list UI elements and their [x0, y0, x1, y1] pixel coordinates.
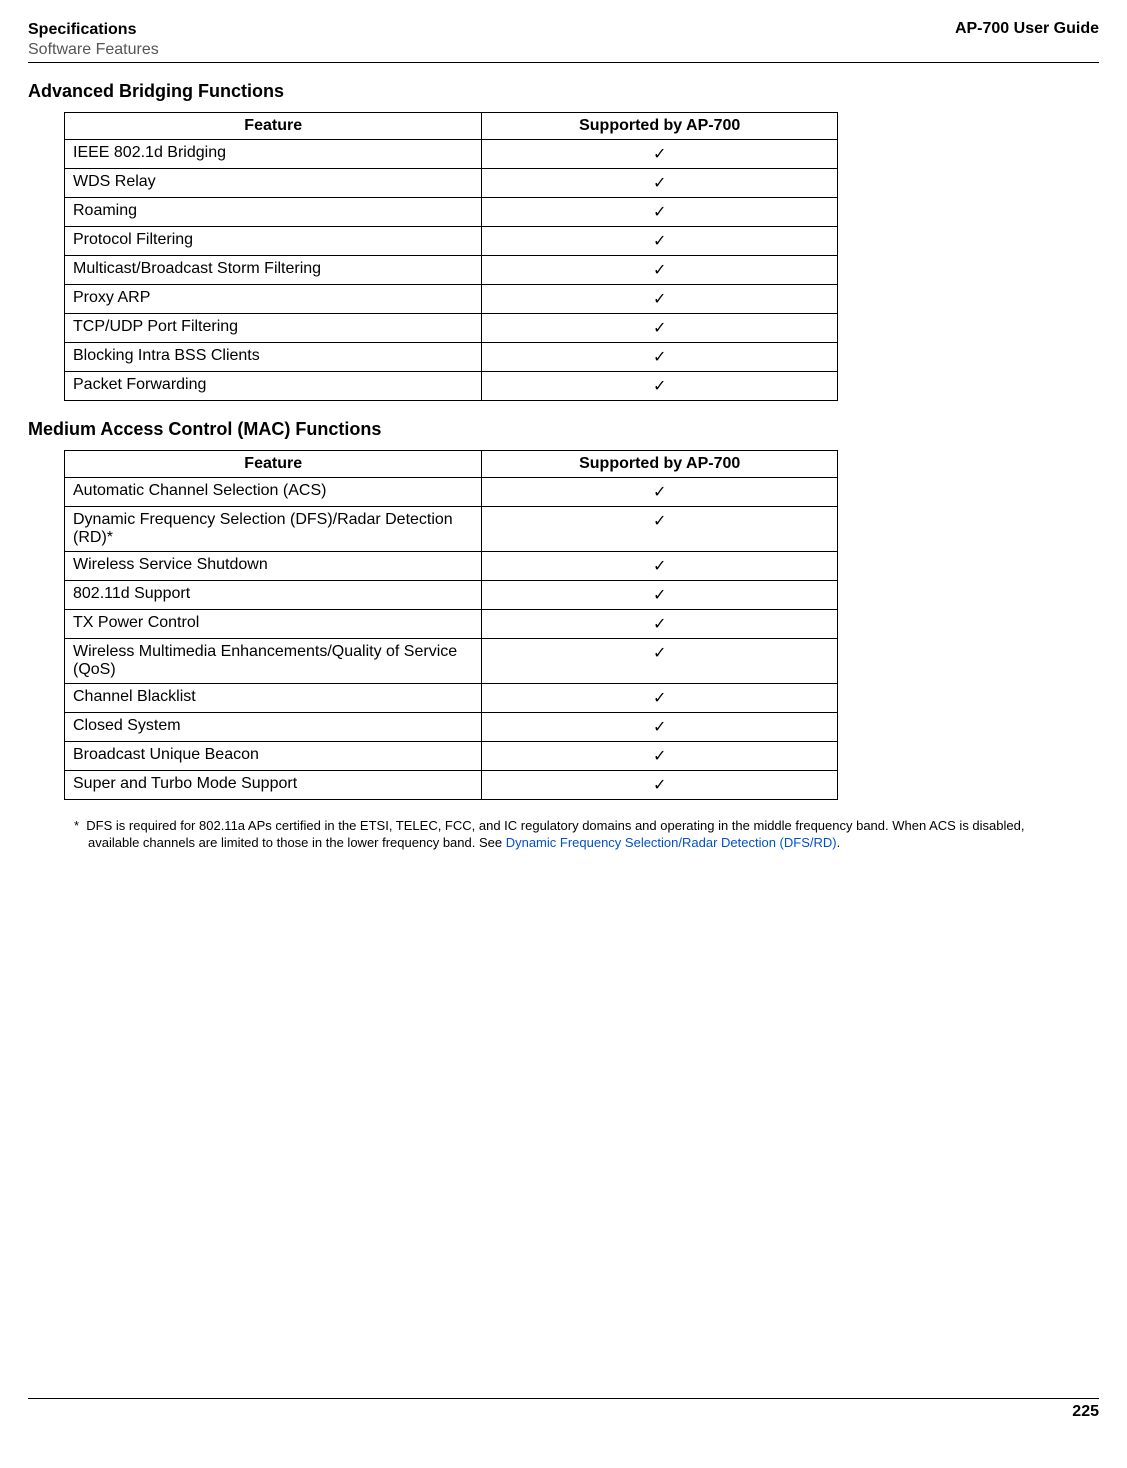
feature-cell: 802.11d Support: [65, 581, 482, 610]
header-title: Specifications: [28, 20, 159, 40]
section-title-bridging: Advanced Bridging Functions: [28, 81, 1099, 102]
feature-cell: Super and Turbo Mode Support: [65, 771, 482, 800]
table-row: WDS Relay✓: [65, 169, 838, 198]
supported-cell: ✓: [482, 140, 838, 169]
feature-cell: Proxy ARP: [65, 285, 482, 314]
footnote-link[interactable]: Dynamic Frequency Selection/Radar Detect…: [506, 835, 837, 850]
table-row: Packet Forwarding✓: [65, 372, 838, 401]
supported-cell: ✓: [482, 169, 838, 198]
table-row: Closed System✓: [65, 713, 838, 742]
supported-cell: ✓: [482, 343, 838, 372]
table-row: Multicast/Broadcast Storm Filtering✓: [65, 256, 838, 285]
page-footer: 225: [28, 1398, 1099, 1421]
feature-cell: TX Power Control: [65, 610, 482, 639]
supported-cell: ✓: [482, 684, 838, 713]
supported-cell: ✓: [482, 478, 838, 507]
section-title-mac: Medium Access Control (MAC) Functions: [28, 419, 1099, 440]
feature-cell: Multicast/Broadcast Storm Filtering: [65, 256, 482, 285]
table-header-supported: Supported by AP-700: [482, 451, 838, 478]
table-row: Channel Blacklist✓: [65, 684, 838, 713]
table-row: Proxy ARP✓: [65, 285, 838, 314]
table-mac: Feature Supported by AP-700 Automatic Ch…: [64, 450, 838, 800]
table-body-mac: Automatic Channel Selection (ACS)✓Dynami…: [65, 478, 838, 800]
table-header-feature: Feature: [65, 451, 482, 478]
footnote-text-after: .: [837, 835, 841, 850]
feature-cell: Automatic Channel Selection (ACS): [65, 478, 482, 507]
feature-cell: IEEE 802.1d Bridging: [65, 140, 482, 169]
page-number: 225: [1072, 1403, 1099, 1420]
supported-cell: ✓: [482, 742, 838, 771]
header-left: Specifications Software Features: [28, 20, 159, 60]
page-header: Specifications Software Features AP-700 …: [28, 20, 1099, 63]
table-row: Super and Turbo Mode Support✓: [65, 771, 838, 800]
supported-cell: ✓: [482, 639, 838, 684]
table-row: Dynamic Frequency Selection (DFS)/Radar …: [65, 507, 838, 552]
table-row: Roaming✓: [65, 198, 838, 227]
table-body-bridging: IEEE 802.1d Bridging✓WDS Relay✓Roaming✓P…: [65, 140, 838, 401]
supported-cell: ✓: [482, 771, 838, 800]
feature-cell: Closed System: [65, 713, 482, 742]
table-row: TX Power Control✓: [65, 610, 838, 639]
table-row: Wireless Service Shutdown✓: [65, 552, 838, 581]
feature-cell: Protocol Filtering: [65, 227, 482, 256]
table-row: Blocking Intra BSS Clients✓: [65, 343, 838, 372]
feature-cell: Broadcast Unique Beacon: [65, 742, 482, 771]
header-subtitle: Software Features: [28, 40, 159, 60]
feature-cell: Wireless Service Shutdown: [65, 552, 482, 581]
supported-cell: ✓: [482, 198, 838, 227]
header-guide-name: AP-700 User Guide: [955, 20, 1099, 38]
supported-cell: ✓: [482, 610, 838, 639]
table-row: TCP/UDP Port Filtering✓: [65, 314, 838, 343]
feature-cell: Packet Forwarding: [65, 372, 482, 401]
table-header-feature: Feature: [65, 113, 482, 140]
table-bridging: Feature Supported by AP-700 IEEE 802.1d …: [64, 112, 838, 401]
feature-cell: WDS Relay: [65, 169, 482, 198]
table-row: IEEE 802.1d Bridging✓: [65, 140, 838, 169]
feature-cell: Roaming: [65, 198, 482, 227]
feature-cell: Blocking Intra BSS Clients: [65, 343, 482, 372]
supported-cell: ✓: [482, 372, 838, 401]
supported-cell: ✓: [482, 713, 838, 742]
footnote: * DFS is required for 802.11a APs certif…: [74, 818, 1099, 852]
supported-cell: ✓: [482, 507, 838, 552]
feature-cell: Dynamic Frequency Selection (DFS)/Radar …: [65, 507, 482, 552]
supported-cell: ✓: [482, 256, 838, 285]
supported-cell: ✓: [482, 581, 838, 610]
supported-cell: ✓: [482, 285, 838, 314]
table-header-supported: Supported by AP-700: [482, 113, 838, 140]
table-row: Broadcast Unique Beacon✓: [65, 742, 838, 771]
table-row: 802.11d Support✓: [65, 581, 838, 610]
feature-cell: TCP/UDP Port Filtering: [65, 314, 482, 343]
feature-cell: Channel Blacklist: [65, 684, 482, 713]
footnote-marker: *: [74, 818, 79, 833]
supported-cell: ✓: [482, 227, 838, 256]
feature-cell: Wireless Multimedia Enhancements/Quality…: [65, 639, 482, 684]
table-row: Protocol Filtering✓: [65, 227, 838, 256]
table-row: Automatic Channel Selection (ACS)✓: [65, 478, 838, 507]
table-row: Wireless Multimedia Enhancements/Quality…: [65, 639, 838, 684]
supported-cell: ✓: [482, 552, 838, 581]
supported-cell: ✓: [482, 314, 838, 343]
